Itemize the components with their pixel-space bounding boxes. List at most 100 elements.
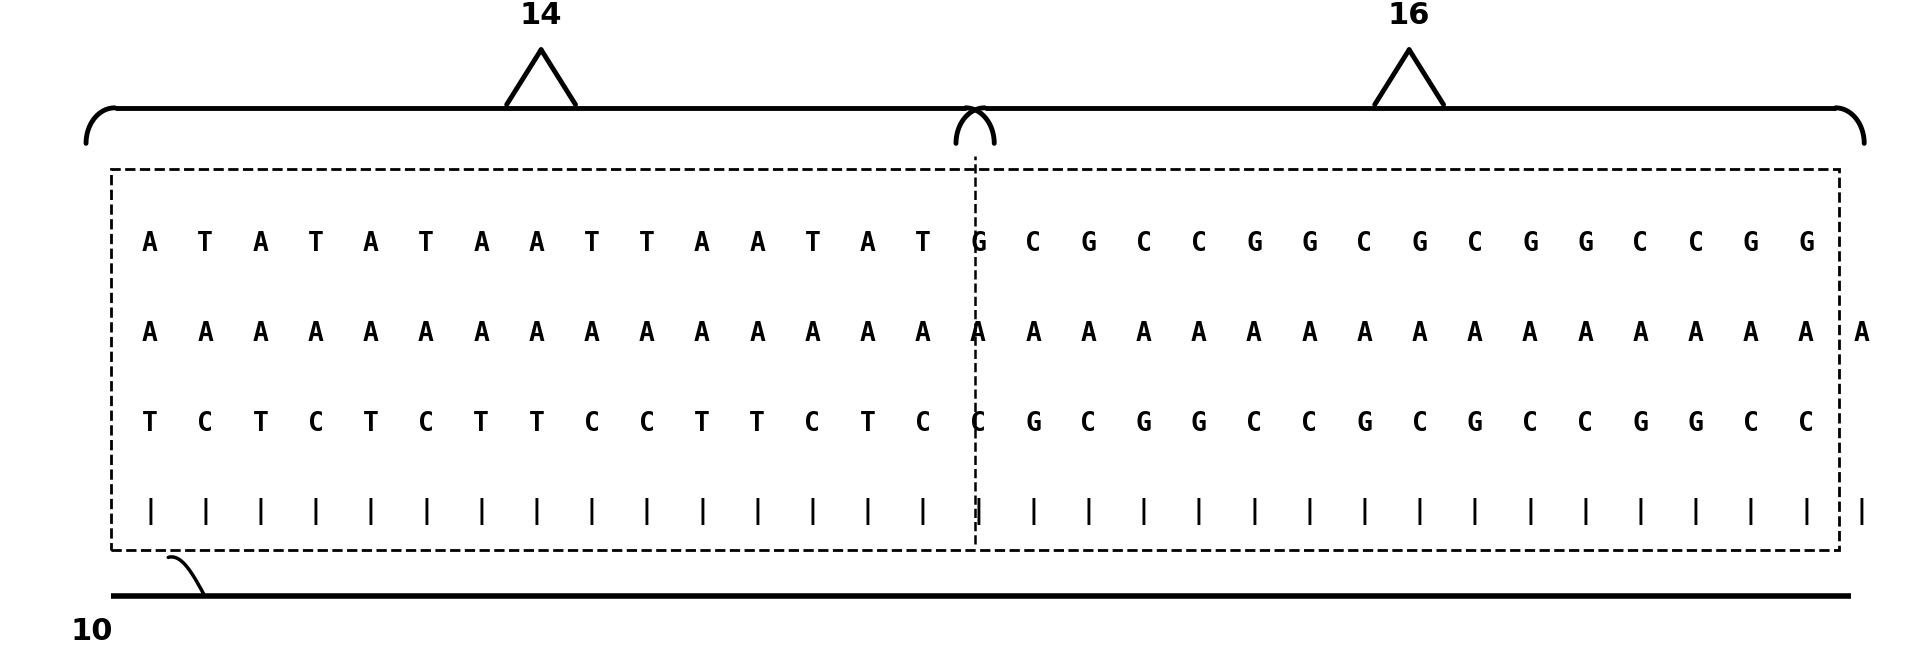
Text: G: G [1136,411,1151,438]
Text: 14: 14 [520,1,562,30]
Text: A: A [363,321,379,347]
Text: C: C [1191,230,1206,257]
Text: A: A [252,230,268,257]
Text: |: | [1633,498,1648,525]
Text: |: | [1247,498,1262,525]
Text: C: C [583,411,600,438]
Text: G: G [1247,230,1262,257]
Text: A: A [528,321,545,347]
Text: C: C [1025,230,1042,257]
Text: A: A [474,230,489,257]
Text: A: A [1688,321,1704,347]
Text: A: A [1356,321,1373,347]
Text: |: | [419,498,434,525]
Text: A: A [1853,321,1870,347]
Text: C: C [1688,230,1704,257]
Text: |: | [141,498,159,525]
Text: G: G [1577,230,1593,257]
Text: C: C [1247,411,1262,438]
Text: C: C [1302,411,1317,438]
Text: A: A [860,230,876,257]
Text: |: | [528,498,545,525]
Text: C: C [1356,230,1373,257]
Text: G: G [1302,230,1317,257]
Text: A: A [308,321,323,347]
Text: G: G [969,230,987,257]
Text: |: | [639,498,654,525]
Text: A: A [1247,321,1262,347]
Text: |: | [363,498,379,525]
Text: C: C [1136,230,1151,257]
Text: A: A [252,321,268,347]
Text: G: G [1688,411,1704,438]
Text: |: | [1577,498,1593,525]
Text: A: A [528,230,545,257]
Text: A: A [141,321,159,347]
Text: T: T [583,230,600,257]
Text: |: | [474,498,489,525]
Text: A: A [363,230,379,257]
Text: |: | [1797,498,1814,525]
Text: A: A [1467,321,1482,347]
Text: A: A [750,230,765,257]
Text: |: | [1744,498,1759,525]
Text: C: C [1467,230,1482,257]
Text: C: C [1411,411,1428,438]
Text: G: G [1080,230,1096,257]
Text: |: | [1853,498,1870,525]
Text: C: C [639,411,654,438]
Text: T: T [197,230,212,257]
Text: C: C [969,411,987,438]
Text: T: T [914,230,931,257]
Text: T: T [528,411,545,438]
Text: |: | [694,498,709,525]
Text: T: T [252,411,268,438]
Text: A: A [1797,321,1814,347]
Text: T: T [363,411,379,438]
Text: A: A [860,321,876,347]
Text: A: A [141,230,159,257]
Text: A: A [1080,321,1096,347]
Text: T: T [639,230,654,257]
Text: C: C [1633,230,1648,257]
Text: |: | [1191,498,1206,525]
Text: A: A [1633,321,1648,347]
Text: C: C [419,411,434,438]
Text: A: A [694,321,709,347]
Text: |: | [914,498,931,525]
Text: C: C [1080,411,1096,438]
Text: A: A [1577,321,1593,347]
Text: A: A [474,321,489,347]
Text: |: | [1411,498,1428,525]
Text: T: T [419,230,434,257]
Text: A: A [1522,321,1537,347]
Text: T: T [694,411,709,438]
Text: |: | [308,498,323,525]
Text: A: A [694,230,709,257]
Text: G: G [1467,411,1482,438]
Text: C: C [1577,411,1593,438]
Text: T: T [860,411,876,438]
Text: G: G [1025,411,1042,438]
Text: A: A [805,321,820,347]
Text: C: C [914,411,931,438]
Text: 10: 10 [71,616,113,646]
Text: |: | [1302,498,1317,525]
Text: G: G [1191,411,1206,438]
Text: |: | [1080,498,1096,525]
Text: |: | [1522,498,1537,525]
Text: A: A [969,321,987,347]
Text: A: A [419,321,434,347]
Text: A: A [197,321,212,347]
Text: C: C [1797,411,1814,438]
Text: A: A [914,321,931,347]
Text: G: G [1522,230,1537,257]
Text: C: C [1522,411,1537,438]
Text: T: T [474,411,489,438]
Text: T: T [750,411,765,438]
Text: A: A [1411,321,1428,347]
Text: |: | [860,498,876,525]
Text: G: G [1633,411,1648,438]
Text: G: G [1744,230,1759,257]
Text: A: A [1136,321,1151,347]
